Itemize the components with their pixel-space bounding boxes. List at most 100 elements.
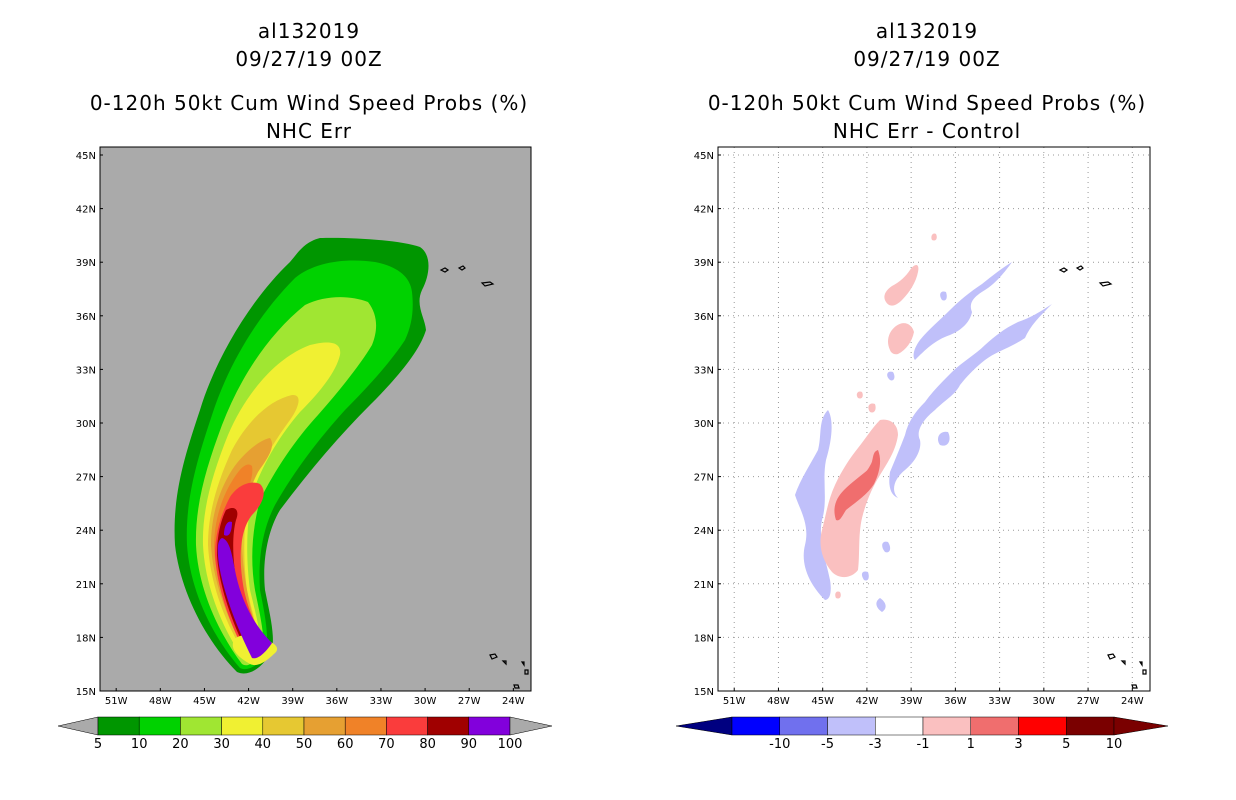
left-colorbar-box: [180, 716, 222, 736]
left-colorbar-label: 100: [498, 737, 523, 752]
left-lon-label: 33W: [370, 696, 393, 707]
right-storm-id: al132019: [876, 19, 978, 43]
right-colorbar-label: -1: [917, 737, 930, 752]
azores-island: [1098, 281, 1113, 287]
prob-band-100: [217, 521, 272, 659]
right-panel-title: al132019 09/27/19 00Z 0-120h 50kt Cum Wi…: [708, 19, 1146, 143]
left-lon-label: 39W: [281, 696, 304, 707]
cape-verde-island: [1120, 660, 1126, 666]
right-lat-label: 36N: [694, 312, 714, 323]
azores-island: [1058, 267, 1069, 273]
left-lat-label: 36N: [76, 312, 96, 323]
right-lon-label: 48W: [767, 696, 790, 707]
right-colorbar: -10 -5 -3 -1 1 3 5 10: [675, 716, 1169, 752]
right-map-background: [718, 147, 1150, 691]
right-lon-label: 33W: [988, 696, 1011, 707]
right-lon-label: 36W: [944, 696, 967, 707]
left-lat-label: 24N: [76, 526, 96, 537]
right-colorbar-label: -3: [869, 737, 882, 752]
left-lat-label: 45N: [76, 151, 96, 162]
left-colorbar-label: 10: [131, 737, 148, 752]
left-lat-label: 42N: [76, 205, 96, 216]
right-colorbar-label: 5: [1062, 737, 1070, 752]
left-lon-label: 51W: [105, 696, 128, 707]
left-colorbar-box: [468, 716, 511, 736]
left-colorbar: 5 10 20 30 40 50 60 70 80 90 100: [57, 716, 553, 752]
left-colorbar-box: [303, 716, 346, 736]
right-colorbar-box: [922, 716, 971, 736]
left-lon-label: 42W: [237, 696, 260, 707]
right-lat-label: 24N: [694, 526, 714, 537]
left-colorbar-label: 5: [94, 737, 102, 752]
right-colorbar-over-arrow: [1113, 716, 1169, 736]
right-colorbar-label: -5: [821, 737, 834, 752]
right-lon-label: 27W: [1077, 696, 1100, 707]
cape-verde-island: [1142, 669, 1147, 675]
left-colorbar-label: 20: [172, 737, 189, 752]
cape-verde-island: [513, 684, 520, 689]
left-colorbar-box: [262, 716, 305, 736]
left-lat-label: 21N: [76, 580, 96, 591]
left-colorbar-box: [427, 716, 470, 736]
cape-verde-island: [524, 669, 529, 675]
left-colorbar-box: [138, 716, 181, 736]
right-lat-label: 30N: [694, 419, 714, 430]
left-lat-label: 39N: [76, 258, 96, 269]
right-lon-label: 51W: [723, 696, 746, 707]
right-product-title: 0-120h 50kt Cum Wind Speed Probs (%): [708, 91, 1146, 115]
left-colorbar-box: [221, 716, 264, 736]
right-colorbar-box: [827, 716, 876, 736]
left-lon-label: 30W: [414, 696, 437, 707]
left-lat-label: 30N: [76, 419, 96, 430]
left-colorbar-label: 40: [255, 737, 272, 752]
right-lat-label: 42N: [694, 205, 714, 216]
right-colorbar-box: [1066, 716, 1115, 736]
right-subtitle: NHC Err - Control: [833, 119, 1021, 143]
right-gridlines: [718, 147, 1150, 691]
right-lat-label: 33N: [694, 365, 714, 376]
left-lon-label: 36W: [326, 696, 349, 707]
left-lat-label: 15N: [76, 687, 96, 698]
left-colorbar-label: 60: [337, 737, 354, 752]
right-lat-label: 45N: [694, 151, 714, 162]
left-lon-label: 24W: [502, 696, 525, 707]
right-lon-label: 45W: [811, 696, 834, 707]
left-colorbar-box: [344, 716, 387, 736]
right-lat-label: 18N: [694, 633, 714, 644]
left-probability-field: [174, 237, 429, 674]
left-colorbar-label: 70: [378, 737, 395, 752]
right-colorbar-under-arrow: [675, 716, 733, 736]
left-map-frame: [99, 146, 532, 692]
right-axis-labels: 15N 18N 21N 24N 27N 30N 33N 36N 39N 42N 45N 51W 48W 4…: [694, 151, 1144, 707]
left-colorbar-label: 50: [296, 737, 313, 752]
cape-verde-island: [1107, 653, 1116, 660]
left-lon-label: 27W: [458, 696, 481, 707]
right-colorbar-box: [875, 716, 924, 736]
right-lat-label: 15N: [694, 687, 714, 698]
left-colorbar-box: [97, 716, 140, 736]
left-colorbar-label: 90: [461, 737, 478, 752]
left-lon-label: 45W: [193, 696, 216, 707]
left-colorbar-label: 80: [419, 737, 436, 752]
cape-verde-island: [489, 653, 498, 660]
left-panel-title: al132019 09/27/19 00Z 0-120h 50kt Cum Wi…: [90, 19, 527, 143]
left-lon-label: 48W: [149, 696, 172, 707]
right-lon-label: 24W: [1121, 696, 1144, 707]
right-lon-label: 39W: [900, 696, 923, 707]
left-colorbar-box: [386, 716, 428, 736]
diff-positive-medium-regions: [834, 450, 881, 521]
azores-island: [457, 265, 466, 271]
right-colorbar-box: [970, 716, 1019, 736]
azores-island: [1075, 265, 1084, 271]
right-map-frame: [717, 146, 1151, 692]
right-colorbar-box: [779, 716, 828, 736]
right-lon-label: 42W: [856, 696, 879, 707]
prob-band-80: [217, 508, 272, 661]
cape-verde-island: [1131, 684, 1138, 689]
right-colorbar-label: 10: [1106, 737, 1123, 752]
left-lat-label: 18N: [76, 633, 96, 644]
right-lat-label: 27N: [694, 473, 714, 484]
left-colorbar-under-arrow: [57, 716, 99, 736]
right-lat-label: 39N: [694, 258, 714, 269]
